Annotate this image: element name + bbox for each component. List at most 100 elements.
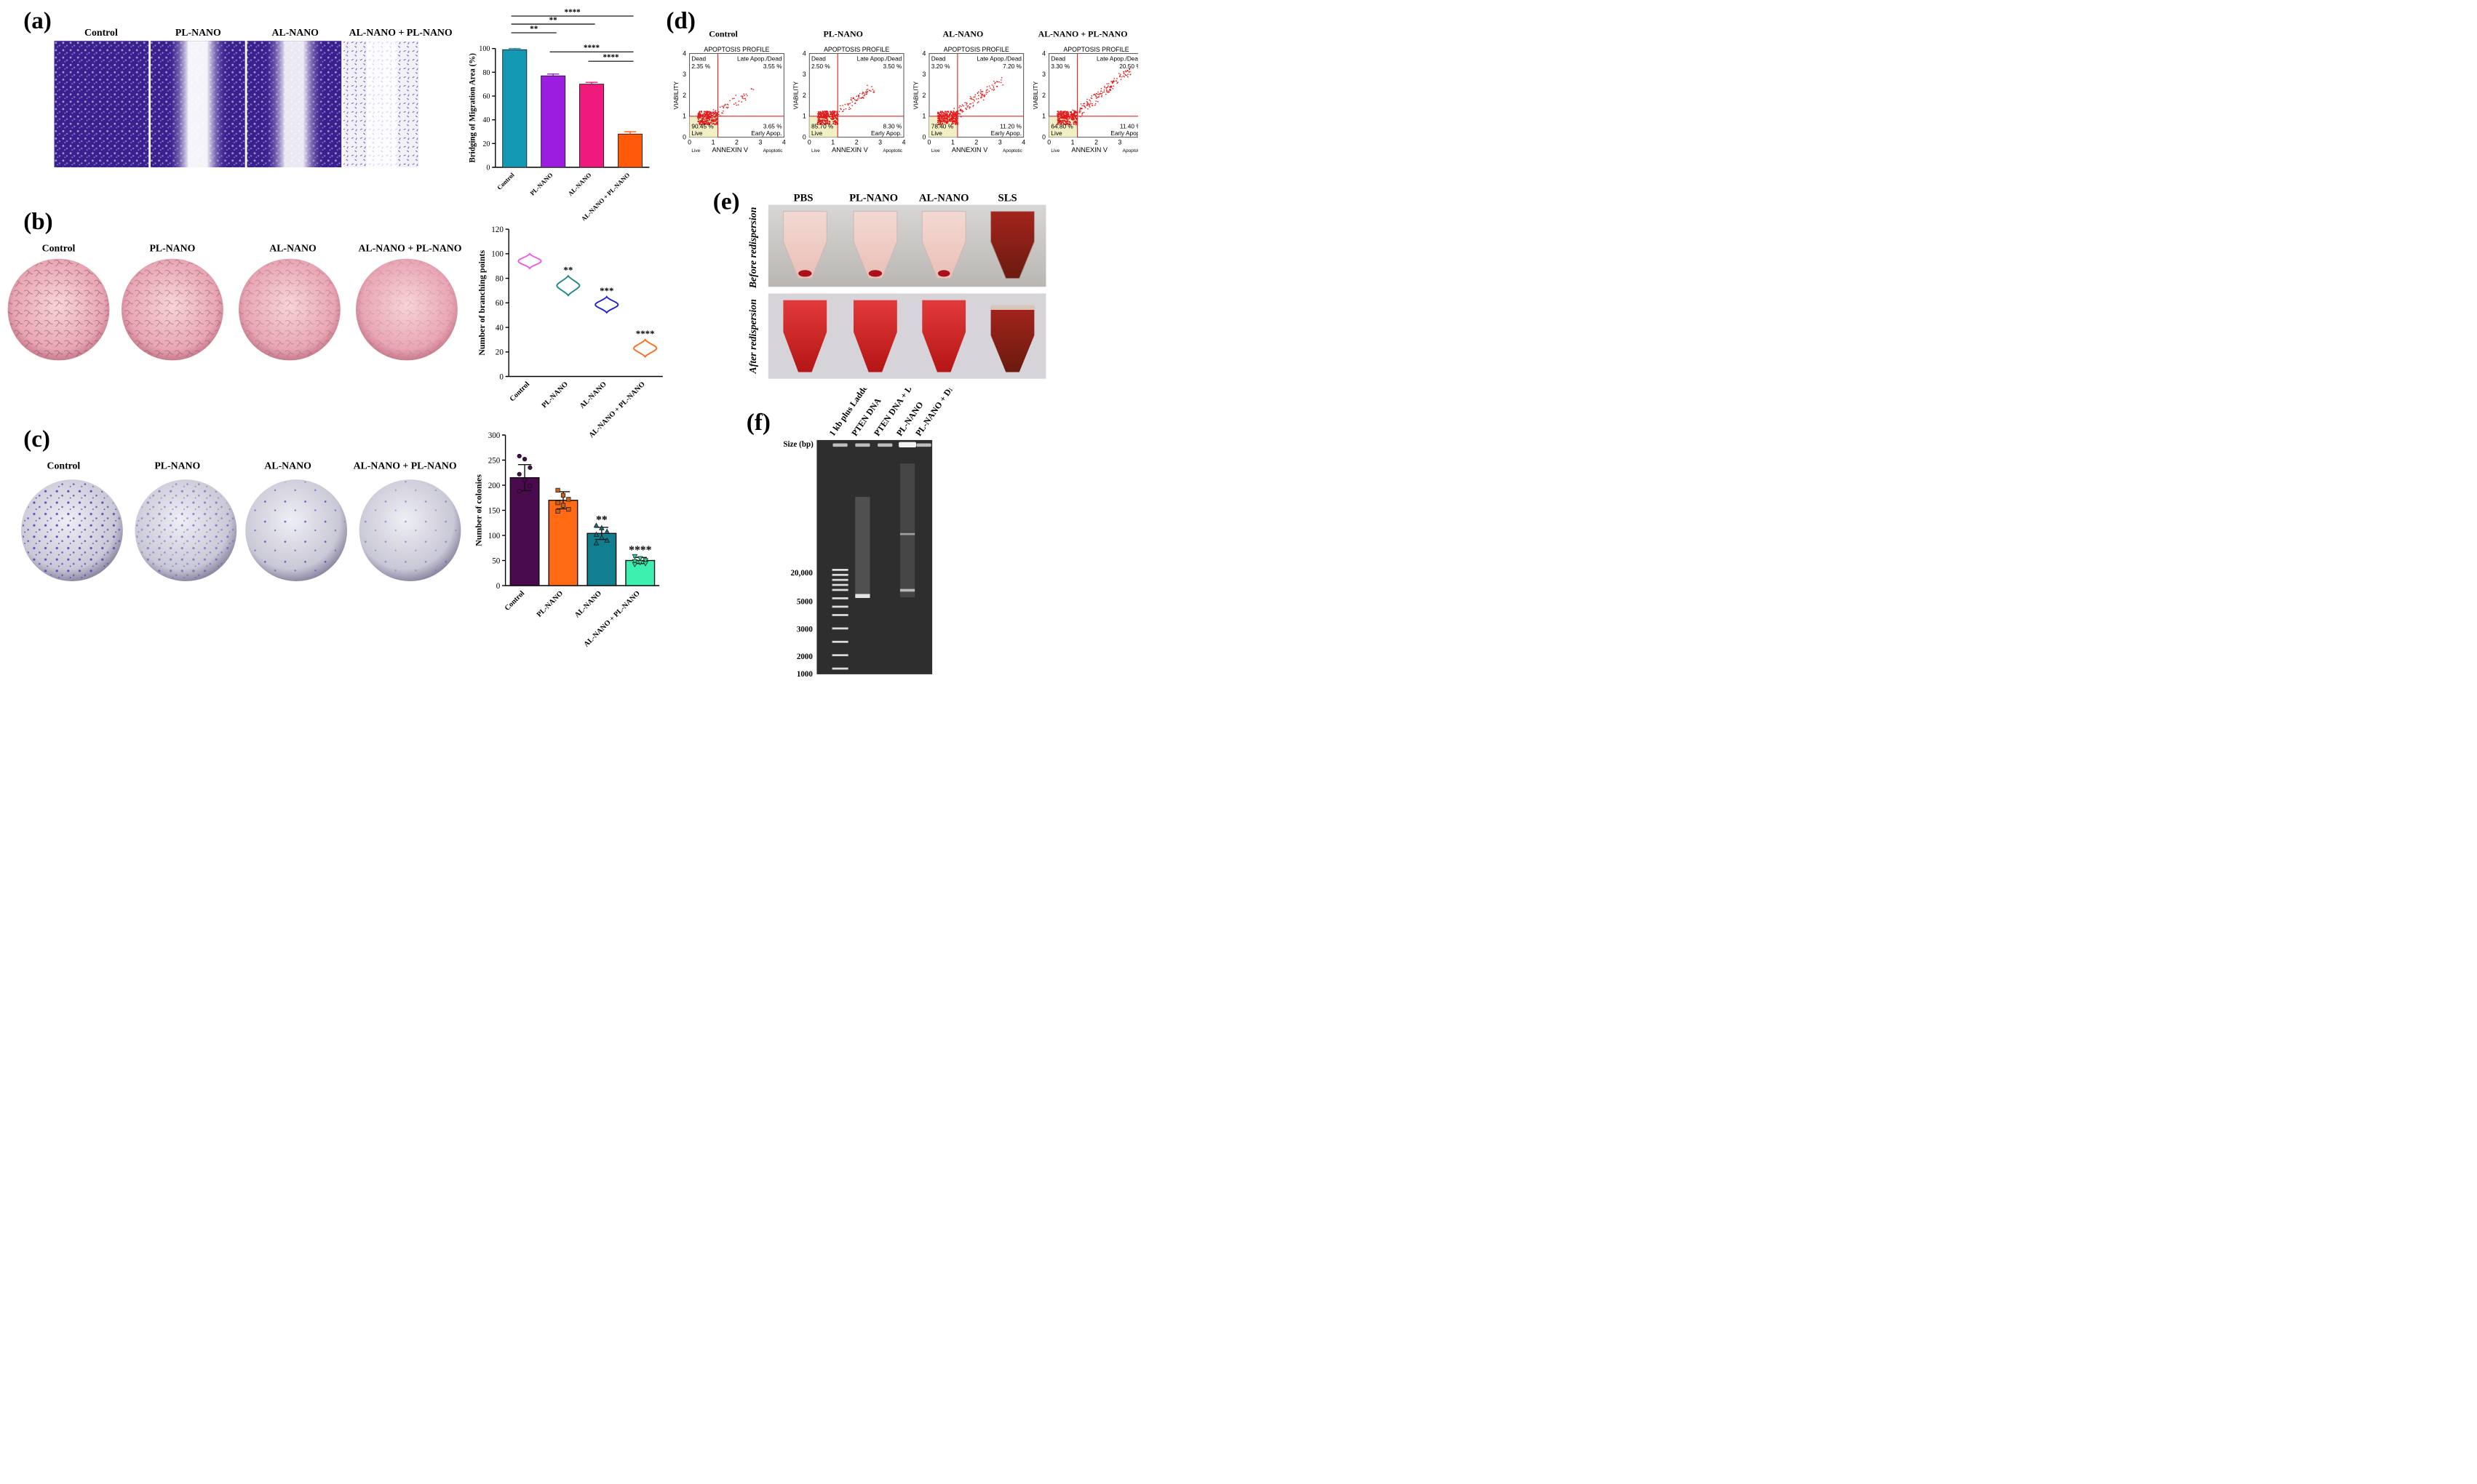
event-dot [942,117,944,119]
event-dot [858,96,859,98]
event-dot [995,81,998,82]
ladder-band [832,589,848,591]
event-dot [712,109,715,111]
event-dot [940,116,942,119]
significance-label: ** [549,16,558,25]
event-dot [832,115,834,117]
event-dot [1069,121,1071,124]
event-dot [861,97,863,99]
event-dot [852,97,854,99]
event-dot [950,120,952,122]
y-tick-label: 0 [1042,133,1046,140]
event-dot [699,112,701,114]
x-tick-label: 0 [808,139,811,146]
event-dot [1110,89,1112,92]
event-dot [1067,116,1070,118]
event-dot [706,118,708,120]
dish-al-nano [245,479,348,582]
event-dot [961,104,963,106]
event-dot [824,117,826,119]
event-dot [980,91,982,92]
event-dot [1057,114,1059,116]
event-dot [972,98,974,100]
significance-label: **** [603,53,619,62]
data-point [560,492,566,498]
event-dot [966,108,968,110]
event-dot [973,96,975,98]
significance-label: ** [530,25,538,33]
event-dot [969,95,971,97]
event-dot [961,105,963,108]
event-dot [1097,96,1100,98]
event-dot [1101,92,1103,95]
event-dot [863,92,864,94]
event-dot [982,93,983,95]
event-dot [711,115,712,117]
event-dot [937,124,939,126]
event-dot [1123,71,1124,73]
violin [556,274,581,297]
event-dot [956,123,958,125]
data-point [517,453,522,459]
event-dot [741,101,743,103]
event-dot [825,114,827,116]
event-dot [818,117,820,119]
significance-label: *** [600,286,613,296]
dna-band [899,589,915,592]
event-dot [708,113,710,114]
event-dot [1062,112,1065,114]
event-dot [1110,88,1111,90]
event-dot [733,97,735,100]
event-dot [717,113,720,116]
event-dot [832,113,834,114]
event-dot [947,119,949,121]
event-dot [827,116,829,118]
event-dot [950,119,953,121]
event-dot [1097,91,1099,93]
event-dot [721,105,723,108]
data-point [555,508,560,514]
event-dot [738,100,740,102]
event-dot [1073,123,1075,125]
event-dot [699,124,701,126]
event-dot [1092,103,1093,105]
event-dot [993,85,995,87]
event-dot [854,102,856,104]
y-tick-label: 150 [488,506,501,515]
plot-header: APOPTOSIS PROFILE [1063,46,1129,53]
event-dot [712,116,714,119]
event-dot [864,91,867,93]
event-dot [1070,113,1072,116]
event-dot [950,114,953,116]
event-dot [720,115,721,117]
event-dot [1062,111,1064,113]
x-tick-label: 4 [782,139,786,146]
event-dot [939,121,941,124]
event-dot [1067,119,1069,121]
event-dot [954,116,956,118]
event-dot [993,80,995,82]
size-marker: 20,000 [791,569,814,578]
x-tick-label: 1 [1071,139,1075,146]
event-dot [834,120,836,122]
event-dot [867,84,868,87]
y-tick-label: 100 [479,45,490,53]
y-tick-label: 4 [1042,49,1046,57]
event-dot [851,97,852,99]
event-dot [704,119,706,121]
event-dot [1083,105,1085,107]
event-dot [1104,87,1106,89]
dead-label: Dead [811,56,826,63]
y-tick-label: 3 [923,71,926,78]
panel-c-dishes [20,479,461,582]
flow-plot-title: Control [709,29,738,39]
event-dot [822,122,824,124]
event-dot [704,111,707,113]
event-dot [1100,96,1102,97]
event-dot [1078,111,1081,113]
event-dot [1088,103,1089,105]
event-dot [1071,113,1073,115]
event-dot [1072,109,1073,111]
y-tick-label: 3 [1042,71,1046,78]
event-dot [1094,104,1096,106]
